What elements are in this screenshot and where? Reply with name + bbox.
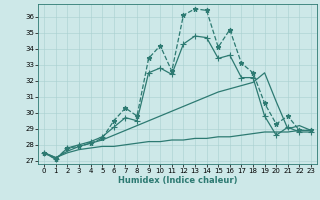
X-axis label: Humidex (Indice chaleur): Humidex (Indice chaleur) <box>118 176 237 185</box>
